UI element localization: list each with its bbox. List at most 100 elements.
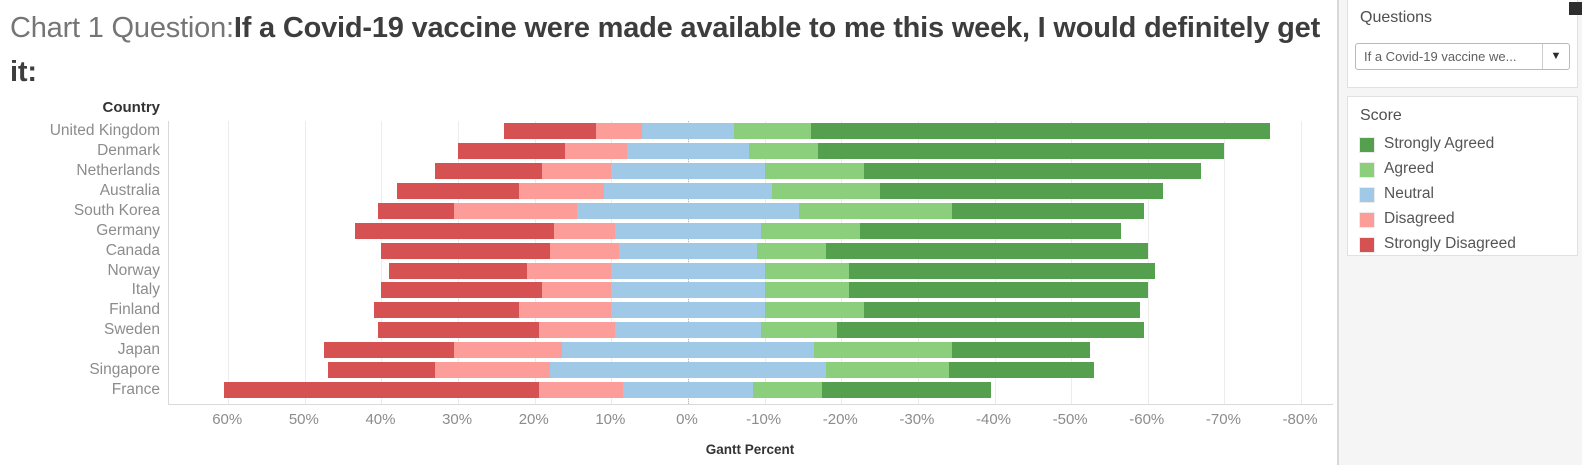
- bar-segment[interactable]: [542, 282, 612, 299]
- bar-segment[interactable]: [642, 123, 734, 139]
- bar-segment[interactable]: [622, 382, 754, 399]
- legend-item[interactable]: Neutral: [1359, 183, 1571, 208]
- bar-segment[interactable]: [538, 322, 616, 339]
- bar-segment[interactable]: [764, 282, 849, 299]
- bar-segment[interactable]: [860, 222, 1121, 239]
- bar-segment[interactable]: [538, 382, 623, 399]
- bar-segment[interactable]: [381, 282, 543, 299]
- questions-dropdown[interactable]: If a Covid-19 vaccine we... ▼: [1355, 43, 1570, 70]
- bar-segment[interactable]: [454, 202, 577, 219]
- bar-segment[interactable]: [396, 182, 520, 199]
- bar-segment[interactable]: [519, 302, 612, 319]
- bar-segment[interactable]: [373, 302, 520, 319]
- country-label: Japan: [117, 341, 160, 359]
- country-label: Australia: [99, 181, 160, 199]
- bar-segment[interactable]: [837, 322, 1144, 339]
- legend-item[interactable]: Strongly Agreed: [1359, 133, 1571, 158]
- bar-segment[interactable]: [542, 162, 612, 179]
- bar-segment[interactable]: [553, 222, 616, 239]
- bar-segment[interactable]: [454, 342, 562, 359]
- bar-segment[interactable]: [814, 342, 953, 359]
- bar-segment[interactable]: [753, 382, 823, 399]
- bar-segment[interactable]: [519, 182, 604, 199]
- bar-segment[interactable]: [825, 362, 949, 379]
- x-tick-label: 10%: [595, 411, 626, 428]
- legend-item[interactable]: Strongly Disagreed: [1359, 233, 1571, 258]
- bar-segment[interactable]: [596, 123, 642, 139]
- scrollbar-thumb[interactable]: [1569, 2, 1582, 15]
- bar-segment[interactable]: [810, 123, 1271, 139]
- bar-segment[interactable]: [611, 262, 765, 279]
- x-tick-label: -40%: [976, 411, 1012, 428]
- bar-segment[interactable]: [611, 302, 765, 319]
- bar-segment[interactable]: [327, 362, 436, 379]
- country-label: Norway: [107, 261, 160, 279]
- bar-segment[interactable]: [224, 382, 539, 399]
- bar-segment[interactable]: [825, 242, 1148, 259]
- bar-segment[interactable]: [733, 123, 811, 139]
- bar-segment[interactable]: [576, 202, 800, 219]
- bar-segment[interactable]: [435, 162, 543, 179]
- bar-segment[interactable]: [756, 242, 826, 259]
- x-tick-label: -60%: [1129, 411, 1165, 428]
- bar-segment[interactable]: [822, 382, 991, 399]
- bar-segment[interactable]: [504, 123, 597, 139]
- legend-item[interactable]: Disagreed: [1359, 208, 1571, 233]
- bar-segment[interactable]: [550, 362, 826, 379]
- country-label: United Kingdom: [49, 122, 160, 139]
- bar-segment[interactable]: [603, 182, 773, 199]
- legend-label: Strongly Disagreed: [1384, 235, 1516, 252]
- chevron-down-icon[interactable]: ▼: [1542, 44, 1569, 69]
- bar-segment[interactable]: [760, 322, 838, 339]
- bar-segment[interactable]: [879, 182, 1164, 199]
- bar-segment[interactable]: [848, 262, 1156, 279]
- legend-swatch-icon: [1359, 237, 1375, 253]
- legend-label: Agreed: [1384, 160, 1434, 177]
- bar-segment[interactable]: [527, 262, 612, 279]
- bar-segment[interactable]: [760, 222, 861, 239]
- bar-segment[interactable]: [952, 342, 1091, 359]
- x-tick-label: -80%: [1282, 411, 1318, 428]
- bar-segment[interactable]: [764, 162, 865, 179]
- bar-segment[interactable]: [611, 162, 765, 179]
- bar-segment[interactable]: [772, 182, 880, 199]
- bar-segment[interactable]: [818, 142, 1225, 159]
- bar-segment[interactable]: [381, 242, 551, 259]
- bar-segment[interactable]: [561, 342, 815, 359]
- legend-item[interactable]: Agreed: [1359, 158, 1571, 183]
- questions-card-title: Questions: [1360, 9, 1433, 26]
- bar-segment[interactable]: [550, 242, 620, 259]
- country-label: Canada: [105, 241, 160, 259]
- bar-segment[interactable]: [354, 222, 554, 239]
- bar-segment[interactable]: [565, 142, 627, 159]
- legend-label: Neutral: [1384, 185, 1434, 202]
- chart-title: Chart 1 Question:If a Covid-19 vaccine w…: [10, 6, 1332, 94]
- bar-segment[interactable]: [389, 262, 528, 279]
- bar-segment[interactable]: [799, 202, 953, 219]
- bar-segment[interactable]: [619, 242, 757, 259]
- bar-segment[interactable]: [848, 282, 1148, 299]
- bar-segment[interactable]: [749, 142, 819, 159]
- country-label: Italy: [131, 281, 160, 299]
- bar-segment[interactable]: [626, 142, 750, 159]
- bar-segment[interactable]: [458, 142, 566, 159]
- gridline: [1301, 121, 1303, 404]
- bar-segment[interactable]: [377, 322, 539, 339]
- bar-segment[interactable]: [764, 302, 865, 319]
- bar-segment[interactable]: [611, 282, 765, 299]
- bar-segment[interactable]: [948, 362, 1095, 379]
- bar-segment[interactable]: [435, 362, 551, 379]
- bar-segment[interactable]: [615, 222, 761, 239]
- x-tick-label: 0%: [676, 411, 698, 428]
- bar-segment[interactable]: [764, 262, 849, 279]
- x-tick-label: 40%: [365, 411, 396, 428]
- bar-segment[interactable]: [864, 302, 1141, 319]
- bar-segment[interactable]: [377, 202, 455, 219]
- bar-segment[interactable]: [864, 162, 1202, 179]
- bar-segment[interactable]: [615, 322, 761, 339]
- score-legend-card: Score Strongly Agreed Agreed Neutral Disagr…: [1347, 96, 1578, 256]
- bar-segment[interactable]: [952, 202, 1144, 219]
- bar-segment[interactable]: [324, 342, 455, 359]
- x-tick-label: -30%: [899, 411, 935, 428]
